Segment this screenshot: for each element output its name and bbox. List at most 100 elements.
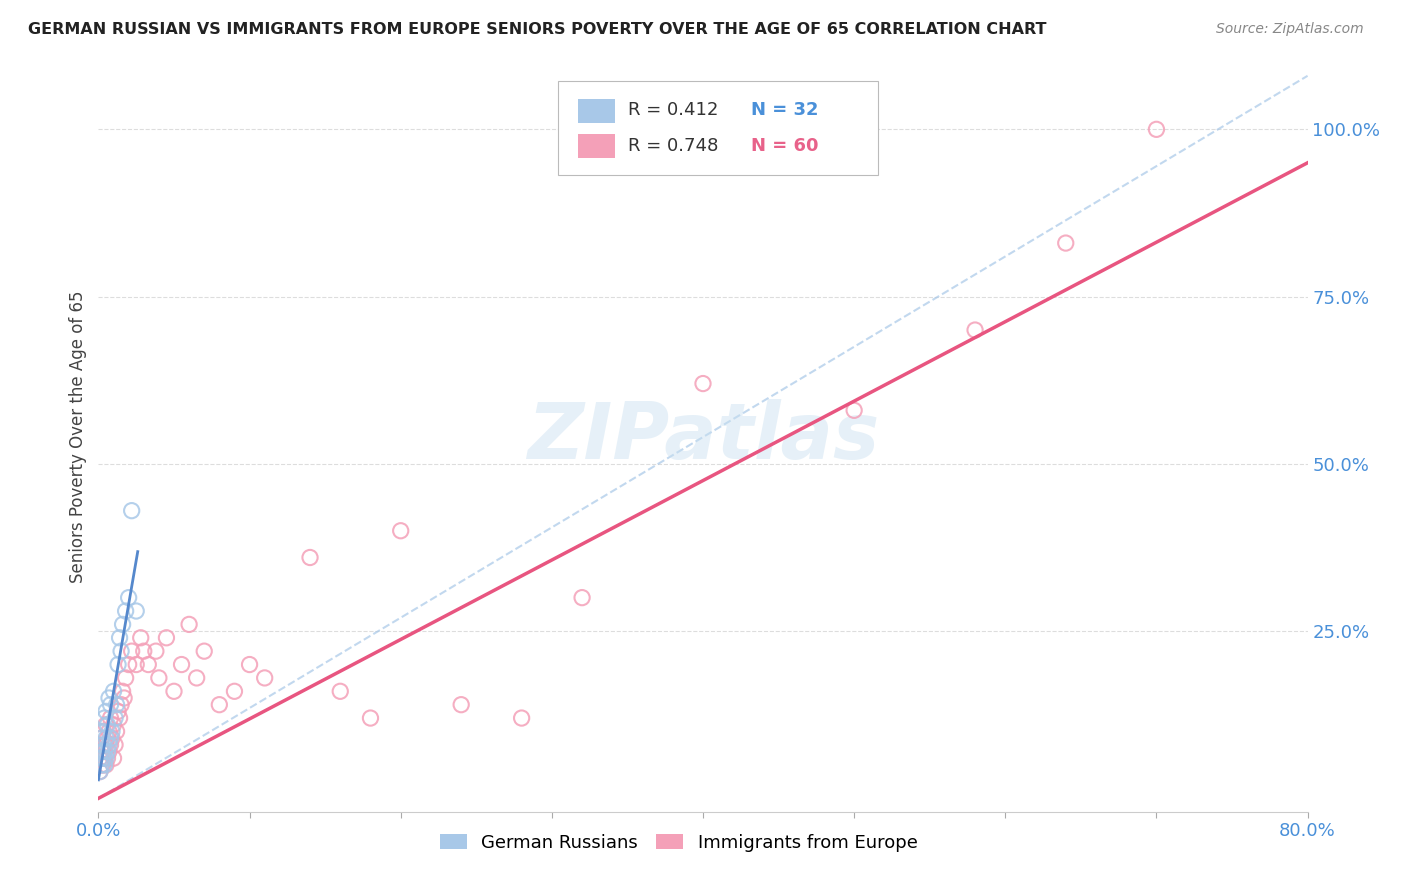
Point xyxy=(107,657,129,672)
Point xyxy=(90,758,112,772)
Point xyxy=(103,684,125,698)
Point xyxy=(104,711,127,725)
Point xyxy=(96,717,118,731)
Point xyxy=(100,711,122,725)
Point xyxy=(96,751,118,765)
Point xyxy=(108,711,131,725)
Point xyxy=(105,698,128,712)
Point xyxy=(103,751,125,765)
Point xyxy=(450,698,472,712)
Point xyxy=(98,691,121,706)
Point xyxy=(93,711,115,725)
Point xyxy=(90,744,112,758)
Y-axis label: Seniors Poverty Over the Age of 65: Seniors Poverty Over the Age of 65 xyxy=(69,291,87,583)
Point xyxy=(91,744,114,758)
Point xyxy=(90,731,112,746)
Point xyxy=(121,644,143,658)
Point xyxy=(89,764,111,779)
Point xyxy=(208,698,231,712)
Point xyxy=(89,764,111,779)
Point xyxy=(91,751,114,765)
Point xyxy=(90,731,112,746)
Point xyxy=(844,403,866,417)
Point xyxy=(692,376,714,391)
Point xyxy=(118,591,141,605)
Point xyxy=(105,724,128,739)
Point xyxy=(121,503,143,517)
Point xyxy=(94,717,117,731)
Point xyxy=(253,671,276,685)
Point xyxy=(101,724,124,739)
Point xyxy=(107,705,129,719)
Point xyxy=(1144,122,1167,136)
FancyBboxPatch shape xyxy=(558,81,879,175)
Point xyxy=(114,604,136,618)
Point xyxy=(100,738,122,752)
Point xyxy=(98,738,121,752)
Point xyxy=(96,744,118,758)
Point xyxy=(94,738,117,752)
Point xyxy=(148,671,170,685)
Point xyxy=(112,691,135,706)
Text: R = 0.748: R = 0.748 xyxy=(628,136,718,154)
Point xyxy=(193,644,215,658)
Point xyxy=(965,323,987,337)
Point xyxy=(94,731,117,746)
Point xyxy=(129,631,152,645)
Point xyxy=(94,758,117,772)
Point xyxy=(239,657,262,672)
Point xyxy=(96,731,118,746)
Point xyxy=(329,684,352,698)
Text: ZIPatlas: ZIPatlas xyxy=(527,399,879,475)
Point xyxy=(299,550,322,565)
Point xyxy=(89,751,111,765)
Point xyxy=(125,604,148,618)
Point xyxy=(94,751,117,765)
Point xyxy=(571,591,593,605)
Point xyxy=(110,698,132,712)
Text: N = 60: N = 60 xyxy=(751,136,818,154)
Legend: German Russians, Immigrants from Europe: German Russians, Immigrants from Europe xyxy=(433,827,925,859)
Point xyxy=(170,657,193,672)
Text: Source: ZipAtlas.com: Source: ZipAtlas.com xyxy=(1216,22,1364,37)
Point xyxy=(186,671,208,685)
Point xyxy=(145,644,167,658)
Point xyxy=(100,698,122,712)
Text: N = 32: N = 32 xyxy=(751,101,818,119)
Point xyxy=(125,657,148,672)
Point xyxy=(108,631,131,645)
Point xyxy=(163,684,186,698)
Point xyxy=(111,617,134,632)
Point xyxy=(91,724,114,739)
Point xyxy=(114,671,136,685)
Text: R = 0.412: R = 0.412 xyxy=(628,101,718,119)
Point xyxy=(91,738,114,752)
Point xyxy=(93,758,115,772)
Point xyxy=(98,744,121,758)
FancyBboxPatch shape xyxy=(578,99,614,123)
Point xyxy=(110,644,132,658)
Point xyxy=(132,644,155,658)
Point xyxy=(98,724,121,739)
Point xyxy=(100,731,122,746)
Point xyxy=(91,724,114,739)
Point xyxy=(93,751,115,765)
Point xyxy=(94,705,117,719)
Point xyxy=(136,657,159,672)
Point xyxy=(179,617,201,632)
Point xyxy=(510,711,533,725)
Point xyxy=(90,758,112,772)
Point xyxy=(360,711,382,725)
Point xyxy=(118,657,141,672)
Point xyxy=(103,717,125,731)
Point xyxy=(93,744,115,758)
FancyBboxPatch shape xyxy=(578,134,614,158)
Point xyxy=(1054,236,1077,251)
Point xyxy=(224,684,246,698)
Point xyxy=(111,684,134,698)
Point xyxy=(89,751,111,765)
Point xyxy=(90,744,112,758)
Point xyxy=(91,758,114,772)
Point xyxy=(101,731,124,746)
Point xyxy=(104,738,127,752)
